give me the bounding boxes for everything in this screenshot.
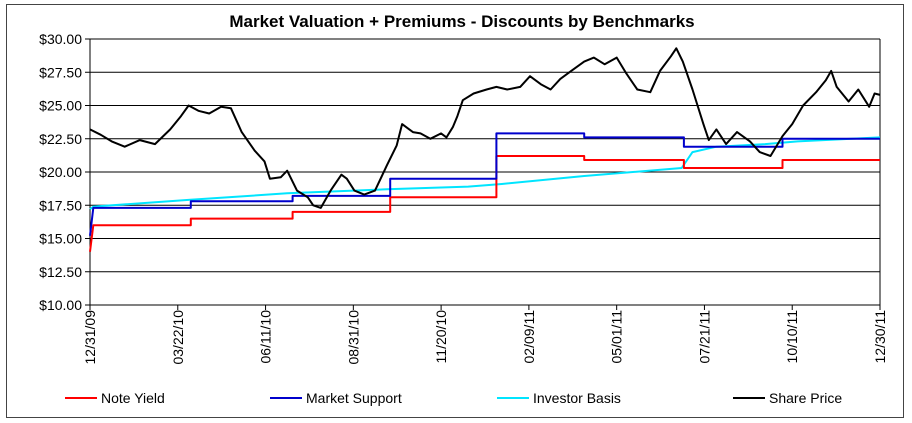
y-tick-label: $17.50 xyxy=(39,197,82,213)
y-tick-label: $27.50 xyxy=(39,64,82,80)
chart-svg: Market Valuation + Premiums - Discounts … xyxy=(39,12,888,406)
y-tick-label: $30.00 xyxy=(39,31,82,47)
legend-label: Investor Basis xyxy=(533,390,621,406)
x-tick-label: 08/31/10 xyxy=(345,310,361,365)
series-lines xyxy=(89,47,881,252)
x-tick-label: 12/31/09 xyxy=(82,310,98,365)
chart-frame: Market Valuation + Premiums - Discounts … xyxy=(6,4,904,418)
x-tick-label: 12/30/11 xyxy=(872,310,888,364)
x-tick-label: 07/21/11 xyxy=(696,310,712,364)
series-line-share-price xyxy=(89,47,881,209)
y-tick-label: $25.00 xyxy=(39,98,82,114)
y-tick-label: $15.00 xyxy=(39,231,82,247)
y-tick-label: $20.00 xyxy=(39,164,82,180)
legend: Note Yield Market Support Investor Basis Sh… xyxy=(65,390,842,406)
series-line-investor-basis xyxy=(89,136,881,210)
y-tick-label: $10.00 xyxy=(39,297,82,313)
legend-label: Note Yield xyxy=(101,390,165,406)
x-tick-label: 11/20/10 xyxy=(433,310,449,364)
x-tick-label: 02/09/11 xyxy=(521,310,537,364)
legend-label: Market Support xyxy=(306,390,402,406)
legend-label: Share Price xyxy=(769,390,842,406)
y-tick-label: $12.50 xyxy=(39,264,82,280)
y-tick-label: $22.50 xyxy=(39,131,82,147)
chart-title: Market Valuation + Premiums - Discounts … xyxy=(229,12,694,31)
x-tick-label: 06/11/10 xyxy=(258,310,274,364)
grid-lines xyxy=(85,38,881,310)
x-tick-label: 03/22/10 xyxy=(170,310,186,365)
x-tick-label: 10/10/11 xyxy=(784,310,800,364)
x-tick-label: 05/01/11 xyxy=(609,310,625,364)
series-line-market-support xyxy=(89,132,880,236)
x-axis-ticks: 12/31/09 03/22/10 06/11/10 08/31/10 11/20/10… xyxy=(82,310,888,365)
y-axis-ticks: $10.00 $12.50 $15.00 $17.50 $20.00 $22.50 $25.… xyxy=(39,31,82,313)
series-line-note-yield xyxy=(89,155,880,252)
